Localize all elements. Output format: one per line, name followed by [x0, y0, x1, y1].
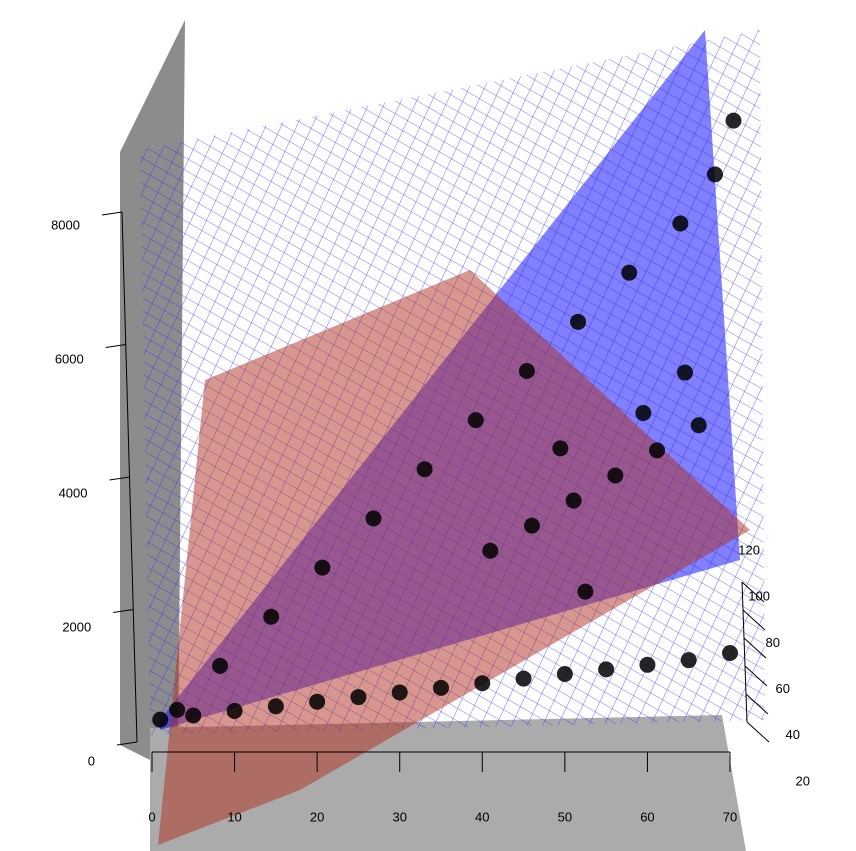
point [570, 313, 587, 330]
point [365, 510, 382, 527]
y-tick-label: 0 [88, 753, 95, 768]
z-tick-label: 120 [738, 542, 760, 557]
z-tick-label: 40 [786, 727, 800, 742]
z-tick-label: 60 [776, 681, 790, 696]
point [552, 440, 569, 457]
point [725, 112, 742, 129]
point [226, 702, 243, 719]
point [212, 657, 229, 674]
point [474, 675, 491, 692]
z-tick [745, 693, 769, 715]
x-tick-label: 10 [227, 809, 241, 824]
fit-plane [158, 270, 750, 845]
point [607, 467, 624, 484]
z-tick-label: 20 [796, 773, 810, 788]
point [523, 517, 540, 534]
y-tick-label: 2000 [62, 619, 91, 634]
point [598, 661, 615, 678]
point [690, 417, 707, 434]
z-axis [741, 581, 748, 723]
y-tick-label: 4000 [59, 485, 88, 500]
y-tick [105, 344, 126, 348]
y-tick [116, 741, 138, 746]
point [467, 412, 484, 429]
x-tick-label: 30 [392, 809, 406, 824]
point [677, 364, 693, 381]
z-tick [744, 665, 768, 687]
point [672, 215, 689, 232]
x-tick-label: 50 [558, 809, 572, 824]
point [635, 405, 652, 422]
point [433, 679, 449, 696]
x-tick-label: 20 [310, 809, 324, 824]
y-tick-label: 6000 [55, 351, 84, 366]
point [482, 542, 499, 559]
point [152, 711, 169, 728]
point [621, 264, 638, 281]
point [263, 608, 280, 625]
point [722, 645, 738, 661]
point [185, 707, 202, 724]
y-tick [113, 609, 134, 613]
z-tick [743, 637, 767, 659]
x-tick-label: 40 [475, 809, 489, 824]
point [515, 670, 532, 687]
x-tick-label: 60 [640, 809, 654, 824]
point [565, 492, 582, 509]
point [169, 701, 186, 718]
point [680, 652, 697, 669]
z-tick [741, 581, 765, 603]
point [649, 442, 666, 459]
y-tick-label: 8000 [51, 217, 80, 232]
z-tick-label: 80 [766, 635, 780, 650]
point [706, 166, 723, 183]
point [556, 666, 573, 683]
point [416, 461, 433, 478]
z-tick [746, 721, 770, 743]
point [577, 583, 594, 600]
point [267, 698, 284, 715]
z-tick [742, 609, 766, 631]
x-tick-label: 70 [723, 809, 737, 824]
point [350, 689, 367, 706]
point [518, 362, 535, 379]
y-tick [101, 211, 123, 216]
x-tick-label: 0 [148, 809, 155, 824]
y-tick [109, 476, 130, 481]
point [391, 684, 408, 701]
point [314, 559, 331, 576]
point [309, 693, 326, 710]
point [639, 656, 656, 673]
